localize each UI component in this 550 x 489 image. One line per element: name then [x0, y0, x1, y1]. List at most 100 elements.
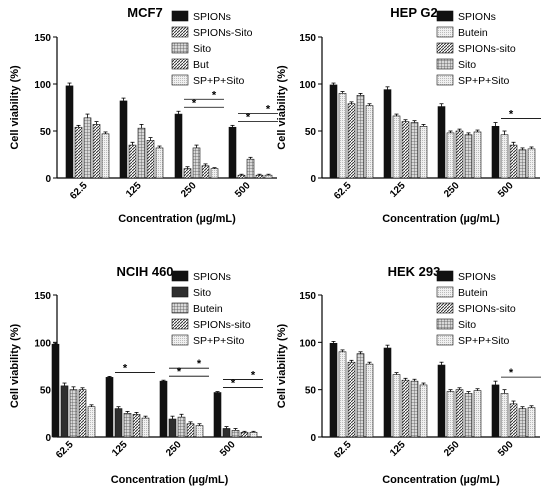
bar: [473, 390, 482, 438]
bar: [159, 380, 168, 438]
x-tick-label: 500: [496, 439, 516, 459]
y-axis-label: Cell viability (%): [276, 323, 288, 408]
bar: [78, 389, 87, 438]
bar: [518, 408, 527, 438]
legend-swatch: [436, 10, 454, 22]
significance-marker: *: [266, 103, 271, 115]
significance-marker: *: [509, 109, 514, 121]
bar: [74, 126, 83, 179]
bar: [83, 117, 92, 179]
bar: [213, 392, 222, 438]
chart-title: HEK 293: [388, 264, 441, 279]
legend-swatch: [171, 74, 189, 86]
bar: [51, 343, 60, 438]
bar: [401, 379, 410, 438]
bar: [141, 417, 150, 438]
y-axis-label: Cell viability (%): [276, 65, 288, 150]
x-tick-label: 250: [164, 439, 184, 459]
legend-label: SP+P+Sito: [193, 75, 245, 87]
legend-swatch: [436, 58, 454, 70]
chart-panel-1: MCF7 0 50 100 150 Cell viability (%) 62.5 125 25…: [9, 5, 278, 225]
x-tick-label: 250: [442, 180, 462, 200]
bar: [183, 168, 192, 179]
significance-marker: *: [231, 378, 236, 390]
legend-label: SP+P+Sito: [193, 335, 245, 347]
bar: [240, 431, 249, 438]
y-tick-label: 50: [305, 127, 317, 138]
x-tick-label: 62.5: [68, 180, 90, 202]
x-tick-label: 250: [179, 180, 199, 200]
x-tick-label: 500: [233, 180, 253, 200]
legend-swatch: [436, 74, 454, 86]
y-tick-label: 0: [310, 433, 316, 444]
bar: [437, 364, 446, 438]
y-tick-label: 150: [34, 291, 51, 302]
bar: [192, 147, 201, 179]
bar: [527, 148, 536, 179]
bar: [60, 385, 69, 438]
bar: [92, 124, 101, 179]
bar: [222, 428, 231, 438]
bar: [137, 127, 146, 179]
legend-label: Butein: [458, 27, 488, 39]
bar: [246, 158, 255, 179]
x-tick-label: 62.5: [332, 180, 354, 202]
bar: [446, 391, 455, 438]
bar: [329, 84, 338, 179]
bar: [401, 121, 410, 179]
bar: [383, 347, 392, 438]
bar: [455, 130, 464, 179]
legend-label: SPIONs: [458, 271, 496, 283]
legend-swatch: [171, 42, 189, 54]
x-tick-label: 125: [388, 439, 408, 459]
x-axis-label: Concentration (µg/mL): [118, 213, 236, 225]
chart-panel-2: HEP G2 0 50 100 150 Cell viability (%) 62.5 125…: [276, 5, 541, 225]
bar: [65, 85, 74, 179]
significance-marker: *: [177, 366, 182, 378]
bar: [174, 113, 183, 179]
bar: [128, 144, 137, 179]
bar: [410, 122, 419, 179]
y-tick-label: 50: [40, 386, 52, 397]
bar: [155, 147, 164, 179]
legend-swatch: [171, 286, 189, 298]
bar: [455, 389, 464, 438]
legend-swatch: [436, 26, 454, 38]
legend-label: SPIONs-Sito: [193, 27, 253, 39]
x-tick-label: 250: [442, 439, 462, 459]
y-tick-label: 100: [299, 80, 316, 91]
legend-swatch: [171, 334, 189, 346]
y-tick-label: 150: [34, 33, 51, 44]
bar: [338, 351, 347, 438]
bar: [383, 89, 392, 179]
bar: [146, 140, 155, 179]
legend-label: SPIONs: [458, 11, 496, 23]
bar: [464, 393, 473, 438]
y-tick-label: 50: [305, 386, 317, 397]
bar: [509, 144, 518, 179]
legend-label: SPIONs-sito: [193, 319, 251, 331]
bar: [255, 174, 264, 179]
bar: [101, 133, 110, 179]
legend-label: Sito: [193, 287, 211, 299]
bar: [338, 93, 347, 179]
x-axis-label: Concentration (µg/mL): [382, 213, 500, 225]
legend-label: SPIONs-sito: [458, 43, 516, 55]
y-tick-label: 0: [45, 433, 51, 444]
bar: [518, 149, 527, 179]
legend-label: Butein: [193, 303, 223, 315]
significance-marker: *: [197, 358, 202, 370]
bar: [114, 408, 123, 438]
bar: [228, 126, 237, 179]
bar: [491, 126, 500, 179]
legend-swatch: [436, 302, 454, 314]
bar: [365, 363, 374, 438]
bar: [464, 134, 473, 179]
legend-label: SPIONs: [193, 11, 231, 23]
bar: [437, 106, 446, 179]
legend-swatch: [171, 10, 189, 22]
bar: [123, 413, 132, 438]
bar: [356, 94, 365, 179]
bar: [132, 413, 141, 438]
legend-label: Sito: [193, 43, 211, 55]
